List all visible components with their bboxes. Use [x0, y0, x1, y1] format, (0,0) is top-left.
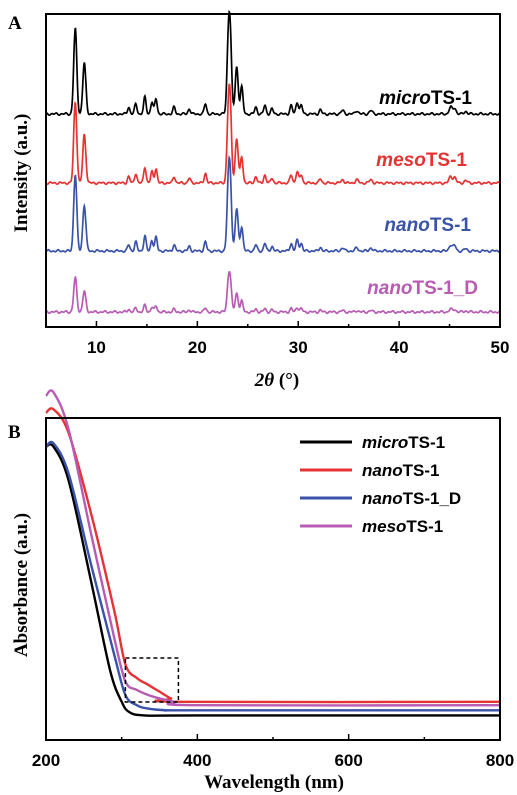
panel-b-series-line — [45, 389, 501, 707]
legend-label-meso-italic: meso — [362, 517, 406, 536]
panel-b-ticks: 200 400 600 800 — [32, 734, 514, 770]
panel-b-xlabel: Wavelength (nm) — [204, 772, 344, 793]
panel-a-xtick-label: 10 — [87, 338, 106, 357]
panel-a-xtick-label: 30 — [289, 338, 308, 357]
legend-label-nano: nanoTS-1 — [362, 461, 439, 480]
panel-a-xtick-label: 40 — [390, 338, 409, 357]
series-label-meso: mesoTS-1 — [376, 150, 467, 171]
panel-a-label: A — [8, 13, 22, 34]
panel-a-xtick-label: 20 — [188, 338, 207, 357]
series-label-meso-rest: TS-1 — [426, 150, 468, 171]
series-label-micro-italic: micro — [379, 88, 431, 109]
panel-a-series-line — [45, 270, 501, 315]
legend-label-micro-rest: TS-1 — [408, 433, 445, 452]
series-label-micro: microTS-1 — [379, 88, 472, 109]
series-label-nano-rest: TS-1 — [430, 215, 472, 236]
panel-b-ylabel: Absorbance (a.u.) — [11, 513, 32, 657]
legend-label-meso: mesoTS-1 — [362, 517, 443, 536]
panel-a-series-line — [45, 154, 501, 254]
panel-a-frame — [45, 13, 501, 328]
panel-b-label: B — [8, 422, 21, 443]
panel-b-xtick-label: 200 — [32, 751, 60, 770]
series-label-nano-d-italic: nano — [367, 278, 412, 299]
panel-b-xtick-label: 800 — [486, 751, 514, 770]
legend-label-nano-d-rest: TS-1_D — [403, 489, 462, 508]
legend-label-nano-italic: nano — [362, 461, 403, 480]
series-label-nano-d: nanoTS-1_D — [367, 278, 478, 299]
legend-label-micro-italic: micro — [362, 433, 408, 452]
legend-label-nano-d-italic: nano — [362, 489, 403, 508]
panel-a-xlabel: 2θ (°) — [254, 370, 299, 391]
legend-label-meso-rest: TS-1 — [406, 517, 443, 536]
series-label-micro-rest: TS-1 — [431, 88, 473, 109]
series-label-nano: nanoTS-1 — [384, 215, 471, 236]
zoom-region-box — [124, 657, 180, 703]
panel-b-series — [45, 389, 501, 717]
legend-label-nano-d: nanoTS-1_D — [362, 489, 461, 508]
panel-a-xlabel-symbol: 2θ — [254, 370, 275, 391]
series-label-nano-italic: nano — [384, 215, 429, 236]
series-label-nano-d-rest: TS-1_D — [413, 278, 478, 299]
panel-b-xtick-label: 400 — [183, 751, 211, 770]
legend-label-nano-rest: TS-1 — [403, 461, 440, 480]
legend-label-micro: microTS-1 — [362, 433, 445, 452]
panel-b-series-line — [45, 443, 501, 717]
panel-a-ylabel: Intensity (a.u.) — [11, 114, 32, 233]
panel-a-xlabel-unit: (°) — [274, 370, 299, 391]
panel-a-series-line — [45, 83, 501, 186]
panel-b-frame — [45, 417, 501, 741]
panel-b-xtick-label: 600 — [334, 751, 362, 770]
panel-a-series — [45, 9, 501, 315]
panel-a-xtick-label: 50 — [491, 338, 510, 357]
legend: microTS-1 nanoTS-1 nanoTS-1_D mesoTS-1 — [300, 433, 461, 536]
series-label-meso-italic: meso — [376, 150, 426, 171]
panel-a-series-line — [45, 9, 501, 117]
panel-b-series-line — [45, 440, 500, 712]
